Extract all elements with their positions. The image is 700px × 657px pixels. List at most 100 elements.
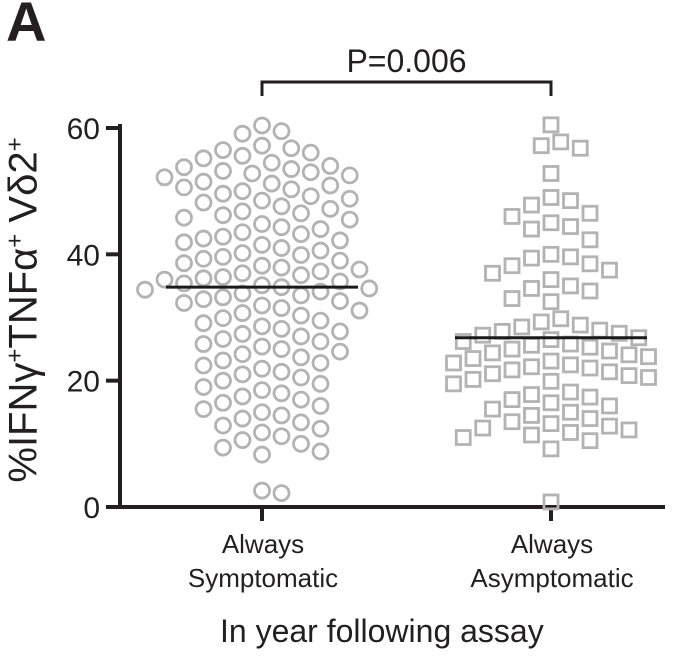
data-point-circle bbox=[175, 233, 193, 252]
data-point-circle bbox=[253, 337, 271, 356]
category-label-always-symptomatic: Always Symptomatic bbox=[143, 527, 383, 595]
data-point-circle bbox=[194, 400, 213, 418]
data-point-circle bbox=[233, 365, 252, 384]
data-point-circle bbox=[214, 351, 232, 370]
data-point-circle bbox=[311, 262, 330, 281]
data-point-circle bbox=[301, 143, 320, 162]
data-point-circle bbox=[253, 215, 271, 233]
data-point-square bbox=[601, 363, 618, 381]
data-point-square bbox=[532, 137, 550, 155]
data-point-circle bbox=[214, 268, 232, 286]
data-point-circle bbox=[214, 371, 232, 390]
data-point-circle bbox=[292, 306, 310, 325]
y-tick-label: 0 bbox=[83, 492, 100, 525]
category-label-line-2: Asymptomatic bbox=[470, 563, 634, 593]
data-point-circle bbox=[233, 431, 252, 449]
data-point-square bbox=[640, 348, 657, 366]
data-point-circle bbox=[194, 335, 213, 353]
data-point-circle bbox=[175, 158, 193, 177]
data-point-circle bbox=[331, 342, 349, 361]
data-point-square bbox=[620, 367, 638, 385]
data-point-circle bbox=[272, 319, 291, 338]
data-point-circle bbox=[301, 163, 320, 182]
data-point-circle bbox=[214, 393, 232, 412]
data-point-circle bbox=[292, 390, 310, 409]
data-point-circle bbox=[233, 223, 252, 242]
data-point-circle bbox=[311, 311, 330, 330]
data-point-square bbox=[542, 331, 560, 349]
y-tick-label: 60 bbox=[67, 113, 100, 146]
data-point-square bbox=[562, 218, 579, 235]
data-point-square bbox=[542, 394, 560, 412]
data-point-square bbox=[581, 204, 599, 222]
y-axis-title-superscript: + bbox=[1, 233, 29, 248]
data-point-square bbox=[445, 375, 462, 393]
data-point-square bbox=[464, 371, 482, 388]
data-point-circle bbox=[301, 187, 320, 206]
data-point-square bbox=[581, 231, 599, 249]
data-point-circle bbox=[155, 270, 174, 289]
data-point-square bbox=[571, 139, 589, 157]
y-axis-title-part: TNFα bbox=[1, 247, 46, 349]
data-point-circle bbox=[253, 403, 271, 422]
data-point-square bbox=[640, 369, 657, 386]
category-label-line-2: Symptomatic bbox=[187, 563, 339, 593]
data-point-circle bbox=[262, 174, 281, 193]
data-point-circle bbox=[233, 244, 252, 262]
data-point-circle bbox=[340, 210, 359, 229]
data-point-square bbox=[562, 356, 579, 374]
data-point-square bbox=[542, 493, 560, 511]
data-point-square bbox=[610, 324, 628, 342]
data-point-square bbox=[542, 245, 560, 263]
data-point-square bbox=[503, 413, 521, 431]
data-point-circle bbox=[194, 249, 213, 268]
data-point-circle bbox=[136, 280, 154, 299]
data-point-circle bbox=[253, 481, 271, 500]
data-point-square bbox=[601, 342, 618, 360]
data-point-circle bbox=[175, 178, 193, 197]
data-point-circle bbox=[214, 141, 232, 160]
data-point-circle bbox=[272, 406, 291, 425]
category-label-line-1: Always bbox=[221, 529, 305, 559]
data-point-circle bbox=[233, 304, 252, 322]
data-point-square bbox=[542, 372, 560, 390]
data-point-square bbox=[484, 264, 501, 282]
data-point-circle bbox=[311, 332, 330, 351]
data-point-circle bbox=[282, 160, 301, 178]
data-point-circle bbox=[194, 172, 213, 191]
data-point-circle bbox=[311, 220, 330, 238]
data-point-circle bbox=[253, 136, 271, 155]
data-point-circle bbox=[233, 124, 252, 143]
data-point-square bbox=[620, 346, 638, 364]
data-point-circle bbox=[311, 374, 330, 393]
data-point-square bbox=[581, 282, 599, 300]
data-point-circle bbox=[253, 191, 271, 210]
data-point-square bbox=[454, 333, 472, 350]
data-point-circle bbox=[233, 387, 252, 406]
data-point-circle bbox=[253, 423, 271, 442]
data-point-circle bbox=[194, 314, 213, 333]
data-point-square bbox=[552, 310, 570, 328]
data-point-circle bbox=[350, 301, 369, 320]
data-point-circle bbox=[340, 166, 359, 185]
data-point-square bbox=[601, 261, 618, 279]
data-point-square bbox=[484, 344, 501, 362]
data-point-square bbox=[523, 336, 540, 354]
data-point-square bbox=[571, 316, 589, 334]
data-point-square bbox=[542, 116, 560, 134]
data-point-square bbox=[503, 290, 521, 307]
data-point-circle bbox=[243, 164, 262, 183]
data-point-circle bbox=[194, 378, 213, 396]
data-point-circle bbox=[214, 416, 232, 435]
data-point-square bbox=[503, 208, 521, 225]
data-point-circle bbox=[214, 247, 232, 266]
data-point-circle bbox=[311, 282, 330, 301]
data-point-circle bbox=[214, 330, 232, 348]
data-point-square bbox=[542, 271, 560, 289]
data-point-circle bbox=[272, 484, 291, 503]
data-point-circle bbox=[321, 199, 340, 218]
data-point-circle bbox=[175, 274, 193, 293]
data-point-circle bbox=[253, 256, 271, 275]
data-point-circle bbox=[175, 254, 193, 273]
